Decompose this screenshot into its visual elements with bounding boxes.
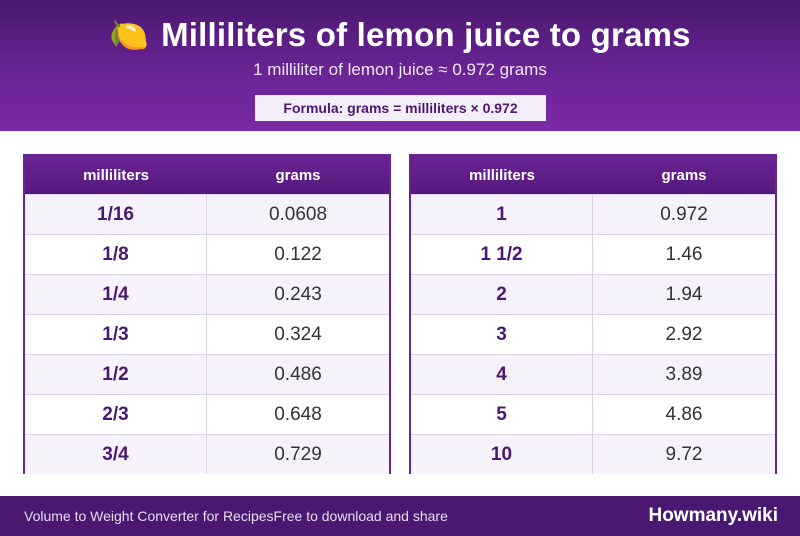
- table-header: milliliters grams: [25, 156, 389, 194]
- footer-bar: Volume to Weight Converter for Recipes F…: [0, 496, 800, 536]
- milliliters-cell: 4: [411, 355, 593, 394]
- title-row: 🍋 Milliliters of lemon juice to grams: [0, 14, 800, 56]
- grams-cell: 3.89: [665, 363, 703, 385]
- table-row: 10 9.72: [411, 434, 775, 474]
- grams-cell: 0.243: [274, 283, 322, 305]
- grams-cell: 1.94: [665, 283, 703, 305]
- grams-cell: 9.72: [665, 443, 703, 465]
- table-row: 1/16 0.0608: [25, 194, 389, 234]
- table-row: 2/3 0.648: [25, 394, 389, 434]
- column-header-milliliters: milliliters: [469, 166, 535, 184]
- milliliters-cell: 1/8: [25, 235, 207, 274]
- milliliters-cell: 3: [411, 315, 593, 354]
- milliliters-cell: 1: [411, 195, 593, 234]
- milliliters-cell: 5: [411, 395, 593, 434]
- milliliters-cell: 1/3: [25, 315, 207, 354]
- lemon-icon: 🍋: [109, 17, 150, 53]
- table-row: 3/4 0.729: [25, 434, 389, 474]
- milliliters-cell: 2: [411, 275, 593, 314]
- table-row: 1 0.972: [411, 194, 775, 234]
- footer-share-note: Free to download and share: [273, 508, 448, 524]
- table-body: 1 0.972 1 1/2 1.46 2 1.94 3 2.92 4 3.89 …: [411, 194, 775, 474]
- grams-cell: 0.729: [274, 443, 322, 465]
- grams-cell: 0.972: [660, 203, 708, 225]
- table-row: 1/4 0.243: [25, 274, 389, 314]
- milliliters-cell: 2/3: [25, 395, 207, 434]
- header-banner: 🍋 Milliliters of lemon juice to grams 1 …: [0, 0, 800, 131]
- grams-cell: 0.324: [274, 323, 322, 345]
- column-header-grams: grams: [661, 166, 707, 184]
- grams-cell: 2.92: [665, 323, 703, 345]
- table-row: 1 1/2 1.46: [411, 234, 775, 274]
- grams-cell: 0.648: [274, 403, 322, 425]
- table-body: 1/16 0.0608 1/8 0.122 1/4 0.243 1/3 0.32…: [25, 194, 389, 474]
- table-row: 3 2.92: [411, 314, 775, 354]
- grams-cell: 4.86: [665, 403, 703, 425]
- table-row: 5 4.86: [411, 394, 775, 434]
- table-row: 1/3 0.324: [25, 314, 389, 354]
- column-header-milliliters: milliliters: [83, 166, 149, 184]
- formula-badge: Formula: grams = milliliters × 0.972: [255, 95, 546, 121]
- milliliters-cell: 1 1/2: [411, 235, 593, 274]
- table-row: 4 3.89: [411, 354, 775, 394]
- grams-cell: 0.486: [274, 363, 322, 385]
- brand-logo-text[interactable]: Howmany.wiki: [648, 505, 778, 526]
- footer-text: Volume to Weight Converter for Recipes F…: [24, 496, 448, 536]
- grams-cell: 1.46: [665, 243, 703, 265]
- footer-tagline: Volume to Weight Converter for Recipes: [24, 508, 274, 524]
- milliliters-cell: 1/16: [25, 195, 207, 234]
- table-row: 1/2 0.486: [25, 354, 389, 394]
- conversion-table-right: milliliters grams 1 0.972 1 1/2 1.46 2 1…: [409, 154, 777, 474]
- grams-cell: 0.122: [274, 243, 322, 265]
- table-header: milliliters grams: [411, 156, 775, 194]
- grams-cell: 0.0608: [268, 203, 328, 225]
- conversion-table-left: milliliters grams 1/16 0.0608 1/8 0.122 …: [23, 154, 391, 474]
- milliliters-cell: 10: [411, 435, 593, 474]
- milliliters-cell: 1/4: [25, 275, 207, 314]
- column-header-grams: grams: [275, 166, 321, 184]
- table-row: 1/8 0.122: [25, 234, 389, 274]
- page-title: Milliliters of lemon juice to grams: [161, 16, 691, 53]
- milliliters-cell: 1/2: [25, 355, 207, 394]
- milliliters-cell: 3/4: [25, 435, 207, 474]
- page-subtitle: 1 milliliter of lemon juice ≈ 0.972 gram…: [253, 60, 547, 79]
- table-row: 2 1.94: [411, 274, 775, 314]
